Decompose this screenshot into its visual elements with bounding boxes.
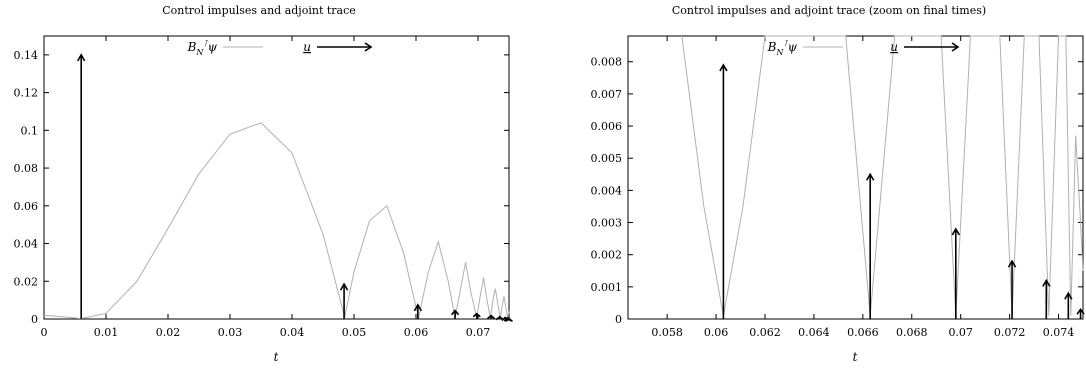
control-impulse-arrow [1042, 278, 1051, 319]
x-tick-label: 0.058 [651, 326, 683, 339]
chart-title: Control impulses and adjoint trace (zoom… [672, 4, 986, 17]
control-impulse-arrow [719, 63, 728, 319]
control-impulse-arrow [413, 303, 423, 319]
y-tick-label: 0.002 [591, 249, 623, 262]
control-impulse-arrow [951, 227, 960, 319]
control-impulses [719, 63, 1085, 319]
legend: BN⊺ψ u [767, 39, 960, 57]
x-tick-label: 0.068 [896, 326, 928, 339]
control-impulse-arrow [1007, 259, 1017, 319]
adjoint-trace-line [681, 35, 1084, 316]
control-impulse-arrow [504, 317, 514, 323]
y-tick-label: 0 [615, 313, 622, 326]
legend-arrow-label: u [890, 40, 898, 54]
control-impulse-arrow [865, 172, 875, 319]
y-tick-label: 0.08 [14, 162, 39, 175]
control-impulse-arrow [472, 312, 481, 319]
x-tick-label: 0.04 [280, 326, 305, 339]
y-tick-label: 0 [31, 313, 38, 326]
legend: BN⊺ψ u [187, 39, 373, 57]
control-impulse-arrow [1064, 291, 1073, 319]
x-tick-label: 0.06 [404, 326, 429, 339]
control-impulse-arrow [495, 315, 504, 321]
x-tick-label: 0.074 [1043, 326, 1075, 339]
x-tick-label: 0.064 [798, 326, 830, 339]
control-impulses [77, 53, 514, 323]
chart-title: Control impulses and adjoint trace [162, 4, 356, 17]
x-tick-label: 0.062 [749, 326, 781, 339]
y-tick-label: 0.14 [14, 49, 39, 62]
x-axis-label: t [274, 350, 279, 364]
x-tick-label: 0.05 [342, 326, 367, 339]
x-tick-label: 0.072 [994, 326, 1026, 339]
y-tick-label: 0.12 [14, 87, 39, 100]
adjoint-trace-curve [43, 122, 510, 320]
plot-frame [43, 35, 510, 320]
y-tick-label: 0.008 [591, 56, 623, 69]
x-tick-label: 0.03 [218, 326, 243, 339]
control-impulse-arrow [77, 53, 86, 319]
y-tick-label: 0.001 [591, 281, 623, 294]
legend-curve-label: BN⊺ψ [187, 39, 218, 57]
y-tick-label: 0.003 [591, 217, 623, 230]
adjoint-trace-line [43, 122, 510, 320]
control-impulse-arrow [450, 309, 460, 319]
y-tick-label: 0.06 [14, 200, 39, 213]
y-tick-label: 0.006 [591, 120, 623, 133]
x-tick-label: 0.066 [847, 326, 879, 339]
x-tick-label: 0.07 [466, 326, 491, 339]
control-impulse-arrow [1076, 307, 1085, 319]
x-tick-label: 0.02 [156, 326, 181, 339]
y-tick-label: 0.005 [591, 152, 623, 165]
y-tick-label: 0.02 [14, 275, 39, 288]
axis-ticks: 0 0.01 0.02 0.03 0.04 0.05 0.06 0.07 0 0.02 0.04 0.… [14, 36, 509, 339]
x-tick-label: 0.07 [948, 326, 973, 339]
control-impulse-arrow [486, 314, 496, 320]
legend-arrow-swatch [904, 42, 960, 52]
chart-panel-full: Control impulses and adjoint trace 0 0.01… [14, 4, 514, 364]
axis-ticks: 0.058 0.06 0.062 0.064 0.066 0.068 0.07 0.072 0.… [591, 36, 1083, 339]
legend-arrow-swatch [317, 42, 373, 52]
legend-arrow-label: u [303, 40, 311, 54]
chart-panel-zoom: Control impulses and adjoint trace (zoom… [591, 4, 1085, 364]
legend-curve-label: BN⊺ψ [767, 39, 798, 57]
control-impulse-arrow [339, 282, 349, 319]
x-axis-label: t [853, 350, 858, 364]
y-tick-label: 0.004 [591, 184, 623, 197]
y-tick-label: 0.1 [21, 124, 39, 137]
x-tick-label: 0.01 [94, 326, 119, 339]
adjoint-trace-curve [681, 35, 1084, 316]
y-tick-label: 0.04 [14, 238, 39, 251]
plot-frame [627, 35, 1084, 320]
y-tick-label: 0.007 [591, 88, 623, 101]
x-tick-label: 0.06 [704, 326, 729, 339]
x-tick-label: 0 [41, 326, 48, 339]
